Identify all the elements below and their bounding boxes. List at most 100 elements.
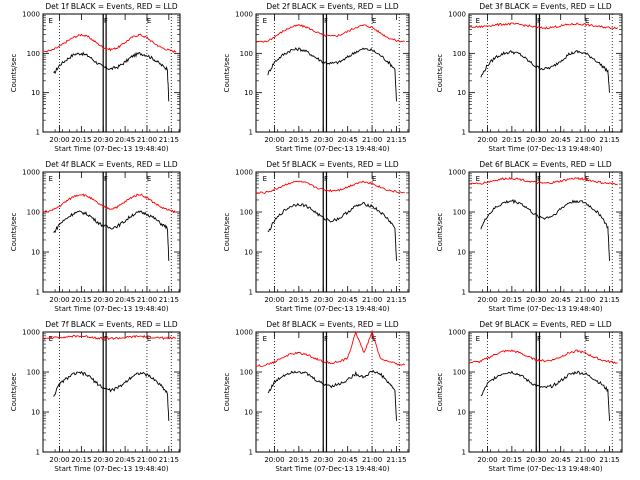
x-tick-label: 20:30 — [93, 456, 113, 464]
series-lld-line — [255, 180, 405, 194]
x-tick-label: 21:00 — [575, 136, 595, 144]
x-tick-label: 21:00 — [575, 296, 595, 304]
x-axis-label: Start Time (07-Dec-13 19:48:40) — [275, 145, 389, 153]
y-tick-label: 1 — [249, 129, 253, 137]
y-axis-label: Counts/sec — [436, 54, 444, 93]
y-tick-label: 1000 — [22, 329, 40, 337]
marker-label: E — [263, 17, 267, 25]
panel-det-7: Det 7f BLACK = Events, RED = LLD 1 10 100 10… — [10, 320, 181, 473]
panel-title: Det 2f BLACK = Events, RED = LLD — [266, 2, 399, 11]
x-tick-label: 20:45 — [338, 136, 358, 144]
y-tick-label: 1000 — [448, 329, 466, 337]
series-events-line — [53, 51, 170, 102]
series-events-line — [480, 49, 610, 93]
series-lld-line — [255, 329, 406, 367]
series-lld-line — [468, 22, 619, 30]
x-axis-label: Start Time (07-Dec-13 19:48:40) — [488, 305, 602, 313]
y-axis-label: Counts/sec — [10, 213, 18, 252]
marker-label: F — [537, 175, 541, 183]
y-tick-label: 10 — [244, 409, 253, 417]
y-tick-label: 10 — [244, 249, 253, 257]
panel-title: Det 9f BLACK = Events, RED = LLD — [479, 320, 612, 329]
y-tick-label: 100 — [453, 369, 466, 377]
marker-label: F — [324, 175, 328, 183]
x-tick-label: 20:45 — [338, 456, 358, 464]
x-tick-label: 20:00 — [49, 136, 69, 144]
y-tick-label: 1000 — [448, 11, 466, 19]
x-axis-label: Start Time (07-Dec-13 19:48:40) — [54, 145, 168, 153]
y-tick-label: 1 — [249, 289, 253, 297]
plot-frame — [468, 171, 623, 293]
x-tick-label: 20:00 — [477, 136, 497, 144]
panel-title: Det 3f BLACK = Events, RED = LLD — [479, 2, 612, 11]
x-tick-label: 20:45 — [115, 456, 135, 464]
x-tick-label: 20:15 — [71, 136, 91, 144]
panel-title: Det 6f BLACK = Events, RED = LLD — [479, 160, 612, 169]
x-tick-label: 20:15 — [502, 456, 522, 464]
x-tick-label: 21:15 — [599, 456, 619, 464]
series-events-line — [53, 370, 170, 421]
x-tick-label: 21:00 — [575, 456, 595, 464]
y-tick-label: 1000 — [448, 169, 466, 177]
x-axis-label: Start Time (07-Dec-13 19:48:40) — [54, 305, 168, 313]
y-tick-label: 100 — [27, 369, 40, 377]
x-tick-label: 21:15 — [386, 136, 406, 144]
x-axis-label: Start Time (07-Dec-13 19:48:40) — [54, 465, 168, 473]
panel-title: Det 4f BLACK = Events, RED = LLD — [45, 160, 178, 169]
x-tick-label: 20:30 — [313, 296, 333, 304]
panel-det-2: Det 2f BLACK = Events, RED = LLD 1 10 100 10… — [223, 2, 410, 153]
panel-title: Det 1f BLACK = Events, RED = LLD — [45, 2, 178, 11]
marker-label: E — [48, 175, 52, 183]
x-tick-label: 21:15 — [386, 456, 406, 464]
y-tick-label: 100 — [240, 209, 253, 217]
y-tick-label: 100 — [453, 209, 466, 217]
y-axis-label: Counts/sec — [10, 373, 18, 412]
x-tick-label: 20:30 — [526, 456, 546, 464]
y-axis-label: Counts/sec — [436, 373, 444, 412]
x-tick-label: 20:45 — [551, 136, 571, 144]
y-tick-label: 100 — [453, 50, 466, 58]
series-events-line — [480, 199, 610, 261]
plot-frame — [468, 13, 623, 133]
series-lld-line — [42, 33, 177, 53]
marker-label: E — [476, 335, 480, 343]
panel-det-5: Det 5f BLACK = Events, RED = LLD 1 10 100 10… — [223, 160, 410, 313]
x-tick-label: 20:45 — [115, 136, 135, 144]
panel-det-4: Det 4f BLACK = Events, RED = LLD 1 10 100 10… — [10, 160, 181, 313]
x-tick-label: 20:30 — [313, 456, 333, 464]
y-tick-label: 1 — [462, 449, 466, 457]
y-tick-label: 100 — [240, 50, 253, 58]
x-tick-label: 20:45 — [551, 296, 571, 304]
y-axis-label: Counts/sec — [10, 54, 18, 93]
x-tick-label: 20:00 — [264, 136, 284, 144]
panel-det-8: Det 8f BLACK = Events, RED = LLD 1 10 100 10… — [223, 320, 410, 473]
plot-frame — [42, 331, 181, 453]
y-tick-label: 1000 — [22, 169, 40, 177]
y-tick-label: 10 — [457, 249, 466, 257]
plot-frame — [42, 171, 181, 293]
y-tick-label: 100 — [27, 209, 40, 217]
x-axis-label: Start Time (07-Dec-13 19:48:40) — [488, 465, 602, 473]
marker-label: F — [104, 175, 108, 183]
x-tick-label: 20:15 — [71, 296, 91, 304]
panel-det-1: Det 1f BLACK = Events, RED = LLD 1 10 100 10… — [10, 2, 181, 153]
marker-label: E — [263, 175, 267, 183]
x-tick-label: 20:15 — [289, 296, 309, 304]
panel-title: Det 7f BLACK = Events, RED = LLD — [45, 320, 178, 329]
x-tick-label: 21:15 — [386, 296, 406, 304]
marker-label: E — [372, 175, 376, 183]
y-tick-label: 1 — [249, 449, 253, 457]
plot-frame — [255, 171, 410, 293]
y-tick-label: 100 — [240, 369, 253, 377]
x-tick-label: 21:15 — [599, 296, 619, 304]
y-tick-label: 1000 — [22, 11, 40, 19]
x-tick-label: 20:30 — [526, 136, 546, 144]
y-tick-label: 1 — [36, 129, 40, 137]
series-events-line — [267, 47, 397, 102]
y-tick-label: 100 — [27, 50, 40, 58]
y-axis-label: Counts/sec — [223, 373, 231, 412]
series-events-line — [480, 370, 610, 421]
marker-label: E — [48, 17, 52, 25]
y-tick-label: 10 — [457, 409, 466, 417]
series-lld-line — [42, 334, 177, 341]
